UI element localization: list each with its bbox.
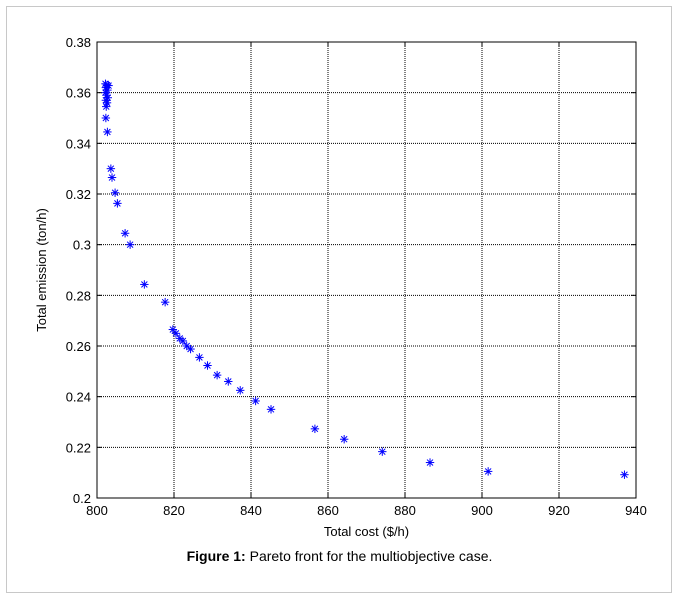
data-point	[378, 447, 387, 456]
caption-label: Figure 1:	[186, 548, 246, 564]
data-point	[171, 329, 181, 338]
data-point	[266, 405, 276, 414]
data-point	[107, 173, 117, 182]
data-point	[620, 470, 629, 479]
data-point	[212, 370, 222, 380]
data-point	[182, 341, 191, 351]
data-point	[160, 297, 170, 307]
data-point	[110, 188, 120, 197]
y-tick-label: 0.32	[66, 187, 91, 202]
data-point	[483, 467, 493, 476]
data-point	[103, 127, 112, 137]
data-point	[113, 199, 122, 208]
data-point	[102, 102, 111, 111]
data-point	[425, 458, 435, 467]
data-point	[224, 377, 233, 386]
data-point	[125, 240, 135, 249]
data-point	[106, 164, 116, 173]
caption-text: Pareto front for the multiobjective case…	[245, 548, 493, 564]
y-tick-label: 0.34	[66, 136, 91, 151]
data-point	[251, 396, 260, 406]
x-tick-label: 860	[317, 503, 339, 518]
data-point	[203, 361, 212, 370]
data-point	[101, 113, 111, 123]
y-tick-label: 0.36	[66, 86, 91, 101]
y-tick-label: 0.2	[73, 491, 91, 506]
figure-frame	[6, 6, 672, 593]
data-point	[236, 386, 245, 395]
x-tick-label: 940	[625, 503, 647, 518]
x-tick-label: 800	[86, 503, 108, 518]
y-tick-label: 0.26	[66, 339, 91, 354]
pareto-chart: 800 820 840 860 880 900 920 940 0.2 0.22 0.24 0.26…	[34, 35, 647, 539]
x-tick-label: 920	[548, 503, 570, 518]
data-point	[178, 336, 188, 346]
data-point	[186, 344, 195, 354]
x-tick-label: 900	[471, 503, 493, 518]
y-tick-label: 0.3	[73, 238, 91, 253]
data-point	[140, 280, 149, 289]
data-point	[195, 353, 204, 362]
plot-area	[96, 41, 637, 499]
grid	[97, 42, 636, 498]
x-tick-label: 840	[240, 503, 262, 518]
x-tick-label: 820	[163, 503, 185, 518]
y-axis-ticks: 0.2 0.22 0.24 0.26 0.28 0.3 0.32 0.34 0.36 0.38	[66, 35, 636, 506]
y-axis-label: Total emission (ton/h)	[34, 208, 49, 332]
y-tick-label: 0.24	[66, 390, 91, 405]
x-axis-ticks: 800 820 840 860 880 900 920 940	[86, 42, 647, 518]
figure-caption: Figure 1: Pareto front for the multiobje…	[0, 548, 679, 564]
data-point	[120, 229, 130, 238]
data-point	[310, 424, 320, 434]
y-tick-label: 0.28	[66, 288, 91, 303]
data-points	[101, 79, 629, 479]
y-tick-label: 0.22	[66, 440, 91, 455]
data-point	[339, 435, 349, 444]
x-axis-label: Total cost ($/h)	[324, 524, 409, 539]
y-tick-label: 0.38	[66, 35, 91, 50]
x-tick-label: 880	[394, 503, 416, 518]
